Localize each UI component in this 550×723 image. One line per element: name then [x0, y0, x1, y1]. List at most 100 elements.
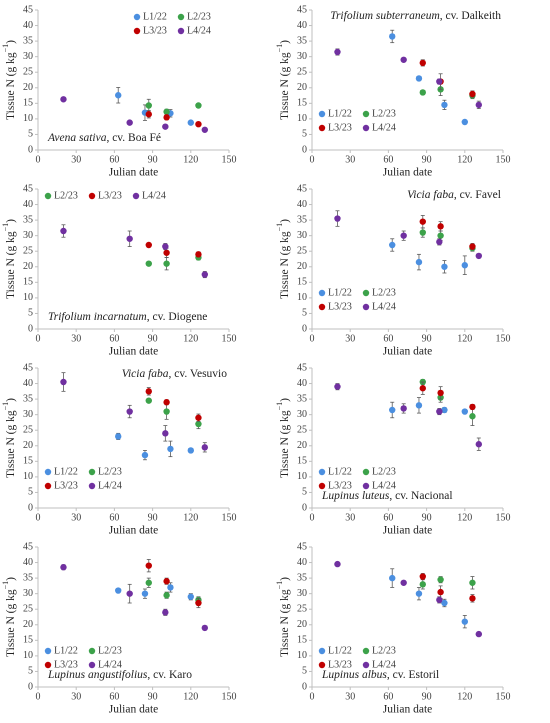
legend-marker — [318, 289, 326, 297]
y-tick-label: 40 — [297, 20, 307, 31]
title-cultivar: , cv. Favel — [454, 189, 501, 201]
y-axis-label-part: ) — [5, 40, 17, 44]
point — [145, 388, 152, 395]
point — [162, 430, 169, 437]
x-tick-label: 30 — [71, 691, 81, 702]
legend-label: L4/24 — [187, 25, 211, 36]
point — [201, 271, 209, 278]
x-tick-label: 30 — [71, 512, 81, 523]
y-tick-label: 35 — [297, 572, 307, 583]
x-tick-label: 120 — [183, 333, 198, 344]
point — [419, 385, 426, 392]
point — [201, 444, 209, 451]
legend-label: L3/23 — [328, 122, 352, 133]
point — [441, 263, 448, 270]
x-tick-label: 0 — [310, 512, 315, 523]
x-tick-label: 60 — [109, 691, 119, 702]
y-tick-label: 10 — [297, 292, 307, 303]
point — [126, 235, 133, 242]
y-tick-label: 20 — [297, 619, 307, 630]
point — [436, 596, 443, 604]
point — [400, 405, 407, 412]
x-tick-label: 0 — [36, 512, 41, 523]
y-axis-label-part: Tissue N (g kg — [279, 410, 291, 478]
panel-title: Avena sativa, cv. Boa Fé — [47, 132, 161, 144]
legend-label: L1/22 — [143, 11, 167, 22]
legend-marker — [133, 27, 141, 35]
y-tick-label: 5 — [28, 308, 33, 319]
point — [163, 592, 170, 599]
legend-marker — [88, 661, 96, 669]
point — [141, 451, 149, 459]
y-tick-label: 40 — [23, 557, 33, 568]
y-axis-label-part: −1 — [1, 581, 10, 590]
x-tick-label: 120 — [183, 691, 198, 702]
point — [126, 408, 133, 415]
x-tick-label: 30 — [71, 154, 81, 165]
title-cultivar: , cv. Karo — [147, 669, 192, 681]
y-tick-label: 20 — [23, 619, 33, 630]
y-tick-label: 10 — [297, 471, 307, 482]
y-tick-label: 15 — [23, 277, 33, 288]
x-tick-label: 150 — [496, 154, 511, 165]
legend-marker — [318, 468, 326, 476]
y-tick-label: 40 — [23, 199, 33, 210]
point — [469, 579, 476, 586]
y-axis-label-part: ) — [5, 219, 17, 223]
point — [187, 593, 194, 600]
y-axis-label: Tissue N (g kg−1) — [1, 219, 16, 299]
x-tick-label: 120 — [183, 154, 198, 165]
point — [461, 118, 468, 126]
x-tick-label: 150 — [222, 154, 237, 165]
point — [441, 599, 448, 607]
title-cultivar: , cv. Estoril — [387, 669, 439, 681]
y-axis-label-part: Tissue N (g kg — [279, 589, 291, 657]
y-axis-label-part: −1 — [1, 44, 10, 53]
y-tick-label: 15 — [297, 277, 307, 288]
panel-title: Vicia faba, cv. Vesuvio — [122, 368, 227, 380]
legend-label: L2/23 — [372, 645, 396, 656]
x-tick-label: 30 — [345, 512, 355, 523]
point — [187, 119, 194, 126]
point — [437, 223, 444, 230]
y-tick-label: 10 — [23, 650, 33, 661]
legend-marker — [318, 482, 326, 490]
point — [201, 126, 209, 133]
legend-label: L1/22 — [54, 645, 78, 656]
point — [201, 624, 209, 632]
point — [419, 229, 426, 236]
x-tick-label: 90 — [148, 691, 158, 702]
point — [145, 241, 152, 249]
legend-marker — [44, 468, 52, 476]
y-tick-label: 0 — [28, 681, 33, 692]
point — [469, 90, 476, 98]
point — [141, 590, 149, 597]
legend-marker — [177, 27, 185, 35]
x-tick-label: 0 — [36, 333, 41, 344]
y-axis-label: Tissue N (g kg−1) — [275, 398, 290, 478]
y-axis-label-part: Tissue N (g kg — [5, 52, 17, 120]
title-species: Avena sativa — [47, 132, 107, 144]
legend-marker — [133, 13, 141, 21]
point — [145, 397, 152, 404]
legend-label: L2/23 — [54, 190, 78, 201]
x-axis-label: Julian date — [383, 167, 433, 179]
x-tick-label: 90 — [422, 691, 432, 702]
point — [415, 402, 423, 409]
legend-marker — [362, 661, 370, 669]
y-axis-label-part: ) — [279, 40, 291, 44]
point — [162, 609, 169, 616]
legend-marker — [88, 482, 96, 490]
point — [415, 258, 423, 266]
x-axis-label: Julian date — [109, 167, 159, 179]
title-species: Trifolium incarnatum — [48, 311, 147, 323]
y-tick-label: 10 — [23, 113, 33, 124]
point — [163, 249, 170, 256]
point — [475, 441, 483, 448]
point — [389, 574, 396, 582]
y-tick-label: 15 — [297, 456, 307, 467]
x-axis-label: Julian date — [383, 525, 433, 537]
x-tick-label: 90 — [148, 512, 158, 523]
